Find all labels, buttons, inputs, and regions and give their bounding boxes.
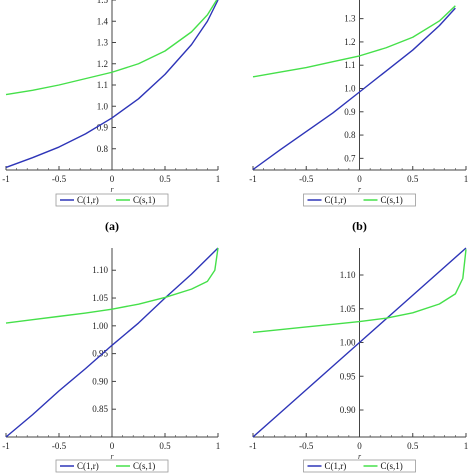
y-tick-label: 1.1 [344, 60, 355, 70]
legend-box [55, 193, 169, 207]
x-tick-label: 0.5 [407, 174, 419, 184]
x-tick-label: 0 [110, 174, 115, 184]
y-tick-label: 0.8 [344, 130, 356, 140]
x-tick-label: 0.5 [407, 441, 419, 451]
legend-label-1: C(1,r) [325, 195, 347, 205]
y-tick-label: 0.95 [340, 371, 356, 381]
x-tick-label: 0.5 [159, 441, 171, 451]
series-line-2 [5, 247, 219, 324]
y-tick-label: 1.5 [97, 0, 109, 5]
legend-label-1: C(1,r) [77, 195, 99, 205]
y-tick-label: 1.05 [92, 293, 108, 303]
y-tick-label: 1.1 [97, 80, 108, 90]
legend-box [303, 459, 416, 473]
x-axis-label: r [358, 452, 362, 461]
series-line-1 [5, 247, 219, 438]
y-tick-label: 1.0 [344, 83, 356, 93]
x-tick-label: 1 [464, 174, 469, 184]
legend-label-2: C(s,1) [133, 461, 155, 471]
x-tick-label: -1 [249, 441, 257, 451]
x-tick-label: 0 [110, 441, 115, 451]
legend-label-2: C(s,1) [381, 195, 403, 205]
legend-label-1: C(1,r) [325, 461, 347, 471]
x-tick-label: -0.5 [52, 441, 67, 451]
legend: C(1,r) C(s,1) [303, 459, 416, 473]
y-tick-label: 0.9 [344, 107, 356, 117]
x-axis-label: r [110, 452, 114, 461]
series-line-2 [5, 0, 218, 96]
y-tick-label: 0.8 [97, 144, 109, 154]
legend-label-2: C(s,1) [381, 461, 403, 471]
series-line-2 [252, 249, 467, 334]
series-line-1 [5, 0, 219, 169]
y-tick-label: 1.05 [340, 304, 356, 314]
x-tick-label: -1 [249, 174, 257, 184]
y-tick-label: 1.00 [92, 321, 108, 331]
y-tick-label: 1.2 [97, 59, 108, 69]
x-tick-label: -0.5 [299, 174, 314, 184]
y-tick-label: 0.9 [97, 123, 109, 133]
legend: C(1,r) C(s,1) [55, 193, 169, 207]
chart-panel-1: -1 -0.5 0 0.5 1 r 0.8 0.9 1.0 1.1 1.2 1.3 1.4 1.5 C(1,… [2, 0, 220, 233]
series-line-1 [252, 247, 467, 438]
x-tick-label: 0 [357, 174, 362, 184]
y-tick-label: 0.90 [92, 376, 108, 386]
x-tick-label: 1 [216, 441, 221, 451]
y-tick-label: 1.10 [340, 270, 356, 280]
y-tick-label: 1.10 [92, 265, 108, 275]
chart-panel-4: -1 -0.5 0 0.5 1r0.900.951.001.051.10C(1,r) C(… [249, 247, 469, 473]
y-tick-label: 1.0 [97, 101, 109, 111]
x-axis-label: r [358, 185, 362, 194]
chart-panel-2: -1 -0.5 0 0.5 1r0.70.80.91.01.11.21.3C(1,r) C… [249, 0, 468, 233]
x-tick-label: 1 [464, 441, 469, 451]
panel-label: (b) [352, 219, 367, 233]
y-tick-label: 1.4 [97, 16, 109, 26]
series-line-2 [252, 5, 456, 78]
x-tick-label: -1 [2, 174, 10, 184]
legend-label-1: C(1,r) [77, 461, 99, 471]
series-line-1 [252, 7, 456, 171]
chart-panel-3: -1 -0.5 0 0.5 1 r 0.85 0.90 0.95 1.00 1.05 1.10 C(1,… [2, 247, 221, 473]
y-tick-label: 1.3 [97, 38, 109, 48]
x-axis-label: r [110, 185, 114, 194]
y-tick-label: 0.7 [344, 153, 356, 163]
panel-label: (a) [105, 219, 119, 233]
y-tick-label: 0.90 [340, 405, 356, 415]
x-tick-label: -1 [2, 441, 10, 451]
x-tick-label: -0.5 [52, 174, 67, 184]
legend-box [55, 459, 169, 473]
y-tick-label: 1.00 [340, 338, 356, 348]
x-tick-label: 0 [357, 441, 362, 451]
y-tick-label: 0.85 [92, 404, 108, 414]
x-tick-label: 0.5 [159, 174, 171, 184]
x-tick-label: 1 [216, 174, 221, 184]
y-tick-label: 1.3 [344, 14, 356, 24]
legend: C(1,r) C(s,1) [55, 459, 169, 473]
y-tick-label: 0.95 [92, 349, 108, 359]
legend-box [303, 193, 416, 207]
y-tick-label: 1.2 [344, 37, 355, 47]
x-tick-label: -0.5 [299, 441, 314, 451]
legend: C(1,r) C(s,1) [303, 193, 416, 207]
legend-label-2: C(s,1) [133, 195, 155, 205]
